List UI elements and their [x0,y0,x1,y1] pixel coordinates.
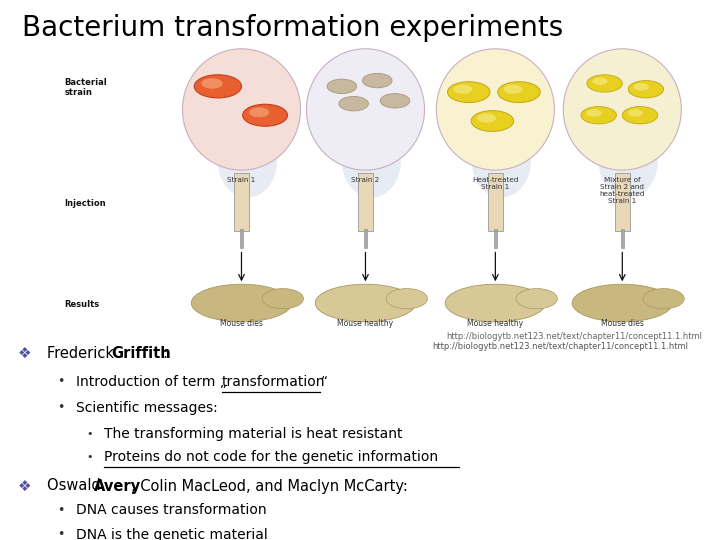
Circle shape [477,113,496,123]
Text: Oswald: Oswald [47,478,105,494]
Circle shape [202,78,222,89]
Circle shape [194,75,241,98]
Circle shape [634,83,649,91]
Text: Strain 2: Strain 2 [351,177,379,184]
Text: Mouse healthy: Mouse healthy [467,319,523,328]
Text: •: • [58,528,65,540]
Ellipse shape [472,125,531,198]
Ellipse shape [307,49,425,170]
Text: transformation: transformation [222,375,325,389]
Text: •: • [58,504,65,517]
Circle shape [503,85,523,94]
Text: Mouse healthy: Mouse healthy [338,319,394,328]
Circle shape [339,97,369,111]
Text: ❖: ❖ [18,478,32,494]
Text: DNA is the genetic material: DNA is the genetic material [76,528,267,540]
Bar [240,230,243,248]
Circle shape [471,111,513,131]
Ellipse shape [643,288,684,309]
Text: Results: Results [64,300,99,309]
Text: Introduction of term „: Introduction of term „ [76,375,227,389]
Text: Mouse dies: Mouse dies [601,319,644,328]
Text: “: “ [321,375,328,389]
Circle shape [628,80,664,98]
Circle shape [380,93,410,108]
Ellipse shape [218,125,277,198]
Circle shape [243,104,287,126]
Ellipse shape [315,284,415,322]
Ellipse shape [386,288,428,309]
Ellipse shape [572,284,672,322]
Text: ❖: ❖ [18,346,32,361]
Ellipse shape [262,288,304,309]
Text: http://biologytb.net123.net/text/chapter11/concept11.1.html: http://biologytb.net123.net/text/chapter… [432,342,688,351]
Circle shape [592,77,608,85]
Text: •: • [86,429,93,438]
Text: Bacterium transformation experiments: Bacterium transformation experiments [22,14,563,42]
Text: Mixture of
Strain 2 and
heat-treated
Strain 1: Mixture of Strain 2 and heat-treated Str… [600,177,645,204]
Text: , Colin MacLeod, and Maclyn McCarty:: , Colin MacLeod, and Maclyn McCarty: [131,478,408,494]
Ellipse shape [192,284,292,322]
Text: :: : [162,346,167,361]
Text: Griffith: Griffith [112,346,171,361]
Bar [494,230,497,248]
Bar [234,173,249,231]
Text: Avery: Avery [94,478,140,494]
Circle shape [622,106,658,124]
Circle shape [628,109,643,117]
Circle shape [587,75,622,92]
Text: •: • [86,453,93,462]
Text: •: • [58,401,65,414]
Circle shape [327,79,356,93]
Circle shape [498,82,540,103]
Text: http://biologytb.net123.net/text/chapter11/concept11.1.html: http://biologytb.net123.net/text/chapter… [446,332,703,341]
Text: Mouse dies: Mouse dies [220,319,263,328]
Text: The transforming material is heat resistant: The transforming material is heat resist… [104,427,403,441]
Text: Bacterial
strain: Bacterial strain [64,78,107,97]
Ellipse shape [436,49,554,170]
Bar [621,230,624,248]
Ellipse shape [599,125,658,198]
Text: DNA causes transformation: DNA causes transformation [76,503,266,517]
Text: Scientific messages:: Scientific messages: [76,401,217,415]
Circle shape [586,109,602,117]
Text: Heat-treated
Strain 1: Heat-treated Strain 1 [472,177,518,190]
Ellipse shape [182,49,300,170]
Bar [364,230,367,248]
Text: Frederick: Frederick [47,346,118,361]
Circle shape [581,106,616,124]
Bar [488,173,503,231]
Ellipse shape [342,125,401,198]
Text: Strain 1: Strain 1 [228,177,256,184]
Circle shape [454,85,472,94]
Text: Proteins do not code for the genetic information: Proteins do not code for the genetic inf… [104,450,438,464]
Bar [358,173,373,231]
Bar [615,173,630,231]
Text: Injection: Injection [64,199,106,208]
Ellipse shape [563,49,681,170]
Circle shape [362,73,392,88]
Text: •: • [58,375,65,388]
Circle shape [448,82,490,103]
Ellipse shape [516,288,557,309]
Ellipse shape [445,284,546,322]
Circle shape [249,107,269,117]
